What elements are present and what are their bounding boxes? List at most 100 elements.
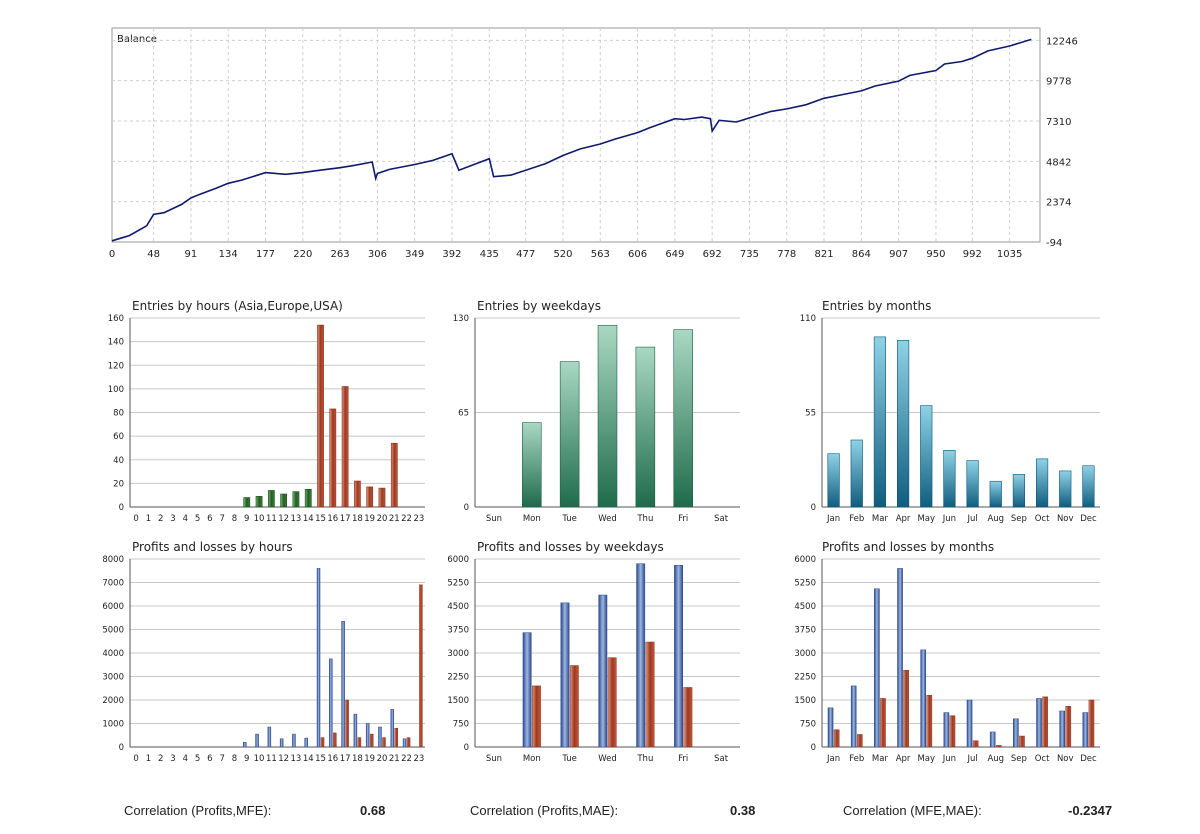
correlation-profits-mfe-value: 0.68 [360, 803, 385, 818]
entries-hours-x-tick: 10 [254, 514, 265, 524]
entries-weekdays-y-tick: 130 [453, 314, 469, 324]
entries-hours-y-tick: 80 [113, 409, 124, 419]
pl-hours-x-tick: 5 [195, 754, 200, 764]
pl-months-bar-loss [880, 698, 886, 748]
pl-hours-y-tick: 5000 [102, 626, 124, 636]
entries-hours-x-tick: 4 [183, 514, 188, 524]
pl-weekdays-x-tick: Sat [714, 754, 729, 764]
entries-hours-x-tick: 7 [219, 514, 224, 524]
pl-hours-x-tick: 3 [170, 754, 175, 764]
pl-hours-bar-profit [255, 733, 259, 748]
pl-weekdays-bar-profit [636, 563, 646, 748]
pl-hours-x-tick: 17 [340, 754, 351, 764]
entries-weekdays-x-tick: Mon [523, 514, 541, 524]
pl-hours-bar-profit [353, 713, 358, 748]
pl-weekdays-y-tick: 4500 [447, 602, 469, 612]
entries-months-bar [1059, 470, 1072, 508]
entries-hours-y-tick: 140 [108, 338, 124, 348]
pl-months-bar-loss [1088, 699, 1095, 748]
pl-months-bar-loss [926, 695, 933, 748]
pl-months-y-tick: 3750 [794, 626, 816, 636]
correlation-profits-mae: Correlation (Profits,MAE): [470, 803, 618, 818]
entries-hours-bar [292, 491, 300, 508]
pl-weekdays-bar-profit [522, 632, 532, 748]
entries-months-y-tick: 110 [800, 314, 816, 324]
entries-weekdays-chart: Entries by weekdays 0 65 130 Sun Mon Tue Wed Thu… [453, 299, 740, 524]
pl-hours-x-tick: 13 [291, 754, 302, 764]
pl-hours-x-tick: 20 [377, 754, 388, 764]
pl-hours-bar-profit [402, 738, 407, 748]
entries-hours-x-tick: 13 [291, 514, 302, 524]
entries-hours-y-tick: 120 [108, 361, 124, 371]
balance-x-tick: 134 [219, 249, 238, 260]
entries-weekdays-bar [673, 329, 693, 508]
pl-hours-y-tick: 1000 [102, 720, 124, 730]
entries-months-x-tick: Nov [1057, 514, 1074, 524]
entries-hours-bar [304, 488, 312, 508]
pl-weekdays-bar-loss [532, 685, 541, 748]
entries-months-chart: Entries by months 0 55 110 Jan Feb Mar Apr May Ju… [800, 299, 1100, 524]
entries-hours-x-tick: 15 [315, 514, 326, 524]
balance-x-tick: 692 [703, 249, 722, 260]
balance-x-tick: 477 [516, 249, 535, 260]
balance-title: Balance [117, 34, 157, 45]
pl-weekdays-y-tick: 1500 [447, 696, 469, 706]
entries-months-x-tick: Jul [966, 514, 977, 524]
entries-months-x-tick: Jan [826, 514, 840, 524]
entries-hours-y-tick: 0 [119, 503, 124, 513]
balance-x-tick: 520 [553, 249, 572, 260]
pl-weekdays-title: Profits and losses by weekdays [477, 540, 664, 554]
pl-months-y-tick: 4500 [794, 602, 816, 612]
entries-months-x-tick: Jun [942, 514, 956, 524]
pl-hours-x-tick: 9 [244, 754, 249, 764]
pl-hours-bar-loss [320, 737, 325, 748]
pl-hours-x-tick: 21 [389, 754, 400, 764]
pl-weekdays-bar-loss [607, 657, 617, 748]
correlation-mfe-mae-value: -0.2347 [1068, 803, 1112, 818]
pl-months-bar-loss [1065, 706, 1072, 748]
entries-months-bar [873, 336, 887, 508]
pl-weekdays-bar-profit [598, 594, 608, 748]
pl-hours-bar-profit [390, 709, 395, 748]
pl-months-bar-profit [989, 731, 996, 748]
pl-months-bar-loss [833, 729, 840, 748]
balance-x-tick: 864 [852, 249, 871, 260]
entries-hours-x-tick: 3 [170, 514, 175, 524]
pl-hours-bar-loss [406, 737, 411, 748]
pl-hours-y-tick: 7000 [102, 579, 124, 589]
balance-y-tick: 2374 [1046, 198, 1071, 209]
entries-months-bar [943, 449, 956, 508]
pl-hours-x-tick: 12 [278, 754, 289, 764]
pl-months-x-tick: Dec [1080, 754, 1097, 764]
pl-hours-x-tick: 11 [266, 754, 277, 764]
entries-hours-x-tick: 12 [278, 514, 289, 524]
correlation-profits-mae-value: 0.38 [730, 803, 755, 818]
pl-hours-bar-profit [243, 742, 247, 748]
balance-x-tick: 563 [591, 249, 610, 260]
entries-months-x-tick: Oct [1035, 514, 1050, 524]
entries-hours-bar [354, 480, 361, 508]
pl-weekdays-y-tick: 750 [453, 720, 469, 730]
pl-hours-x-tick: 4 [183, 754, 188, 764]
entries-months-bar [850, 439, 863, 508]
pl-hours-x-tick: 18 [352, 754, 363, 764]
pl-weekdays-bar-loss [645, 641, 655, 748]
correlation-mfe-mae: Correlation (MFE,MAE): [843, 803, 982, 818]
pl-hours-x-tick: 6 [207, 754, 212, 764]
corr-label: Correlation (Profits,MAE): [470, 803, 619, 818]
entries-months-x-tick: Feb [849, 514, 864, 524]
pl-months-y-tick: 1500 [794, 696, 816, 706]
pl-months-bar-profit [1013, 718, 1019, 748]
entries-months-bar [1012, 474, 1026, 508]
pl-hours-x-tick: 15 [315, 754, 326, 764]
balance-x-tick: 907 [889, 249, 908, 260]
pl-hours-bar-loss [333, 732, 337, 748]
balance-x-tick: 306 [368, 249, 387, 260]
balance-frame [111, 27, 1041, 243]
entries-weekdays-x-tick: Tue [561, 514, 577, 524]
pl-hours-bar-profit [267, 726, 272, 748]
corr-value: -0.2347 [1068, 803, 1113, 818]
entries-hours-bar [378, 487, 386, 508]
pl-hours-bar-profit [316, 568, 321, 748]
entries-months-y-tick: 0 [811, 503, 816, 513]
